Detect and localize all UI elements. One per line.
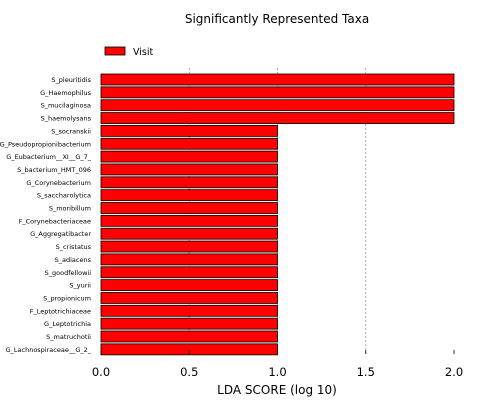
bar xyxy=(100,189,278,202)
x-tick-label: 2.0 xyxy=(445,365,463,379)
category-label: G_Pseudopropionibacterium xyxy=(0,140,91,148)
category-labels: S_pleuritidis G_Haemophilus S_mucilaginosa… xyxy=(0,76,92,354)
category-label: S_yurii xyxy=(69,282,91,290)
x-axis: 0.0 0.5 1.0 1.5 2.0 xyxy=(92,350,463,379)
bar xyxy=(100,266,278,279)
bar xyxy=(100,330,278,343)
bar xyxy=(100,202,278,214)
category-label: G_Leptotrichia xyxy=(44,320,91,328)
category-label: S_saccharolytica xyxy=(37,192,91,200)
category-label: S_goodfellowii xyxy=(45,269,92,277)
bar xyxy=(100,125,278,137)
category-label: F_Corynebacteriaceae xyxy=(19,217,91,225)
category-label: G_Aggregatibacter xyxy=(30,230,91,238)
category-label: S_matruchotii xyxy=(46,333,91,341)
bars xyxy=(100,73,455,356)
x-axis-label: LDA SCORE (log 10) xyxy=(217,383,337,397)
category-label: S_bacterium_HMT_096 xyxy=(17,166,91,174)
legend: Visit xyxy=(104,46,154,58)
category-label: S_cristatus xyxy=(56,243,92,251)
category-label: G_Eubacterium__XI__G_7_ xyxy=(6,153,91,161)
bar xyxy=(100,176,278,189)
bar xyxy=(100,227,278,240)
category-label: S_socranskii xyxy=(51,127,91,135)
bar xyxy=(100,112,455,124)
bar xyxy=(100,343,278,356)
category-label: S_mucilaginosa xyxy=(41,102,91,110)
category-label: S_moribillum xyxy=(49,205,91,213)
bar xyxy=(100,163,278,176)
x-tick-label: 1.5 xyxy=(357,365,375,379)
legend-label: Visit xyxy=(133,47,154,58)
bar xyxy=(100,150,278,163)
bar xyxy=(100,292,278,304)
x-tick-label: 0.5 xyxy=(180,365,198,379)
legend-swatch xyxy=(104,46,126,56)
category-label: S_adiacens xyxy=(55,256,92,264)
bar xyxy=(100,86,455,99)
category-label: G_Corynebacterium xyxy=(26,179,91,187)
bar xyxy=(100,240,278,253)
bar xyxy=(100,99,455,112)
category-label: S_haemolysans xyxy=(41,115,92,123)
bar xyxy=(100,73,455,86)
category-label: F_Leptotrichiaceae xyxy=(30,307,91,315)
category-label: S_propionicum xyxy=(43,294,91,302)
category-label: G_Haemophilus xyxy=(40,89,91,97)
category-label: G_Lachnospiraceae__G_2_ xyxy=(6,346,92,354)
x-tick-label: 0.0 xyxy=(92,365,110,379)
chart-title: Significantly Represented Taxa xyxy=(185,12,369,26)
x-tick-label: 1.0 xyxy=(268,365,286,379)
bar xyxy=(100,137,278,150)
category-label: S_pleuritidis xyxy=(51,76,91,84)
bar xyxy=(100,253,278,266)
bar xyxy=(100,317,278,330)
bar xyxy=(100,304,278,317)
bar xyxy=(100,279,278,292)
bar xyxy=(100,214,278,227)
